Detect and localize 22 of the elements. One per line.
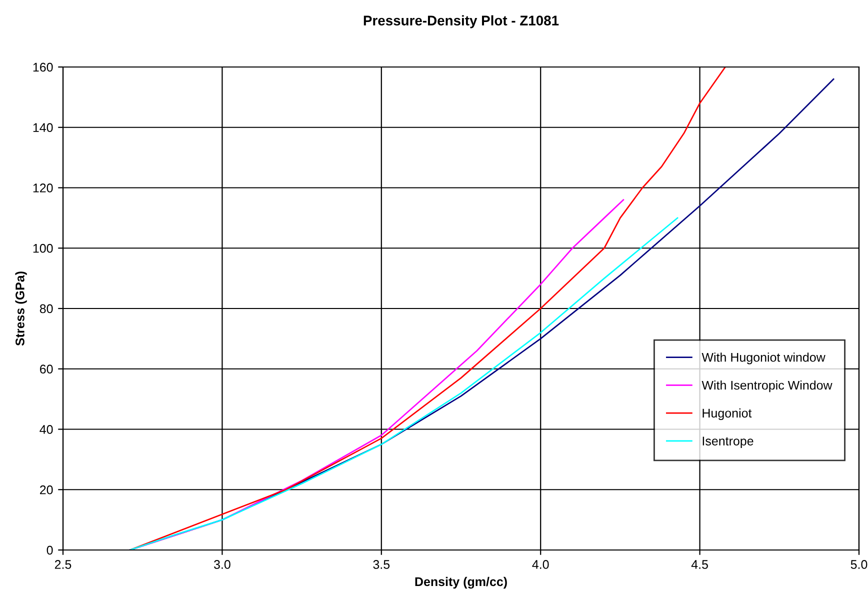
y-tick-label: 60: [40, 364, 53, 374]
chart-title: Pressure-Density Plot - Z1081: [364, 15, 559, 28]
legend-label: With Isentropic Window: [702, 380, 832, 392]
x-tick-label: 3.0: [214, 560, 230, 569]
y-tick-label: 40: [40, 425, 53, 434]
y-tick-label: 20: [40, 485, 53, 494]
y-tick-label: 0: [46, 546, 53, 555]
y-tick-label: 80: [40, 304, 53, 314]
y-axis-title: Stress (GPa): [15, 272, 27, 346]
x-tick-label: 3.5: [373, 560, 390, 569]
legend-label: With Hugoniot window: [702, 352, 826, 364]
legend-label: Isentrope: [702, 436, 754, 448]
x-tick-label: 4.0: [532, 560, 549, 569]
x-tick-label: 5.0: [850, 560, 868, 569]
y-tick-label: 160: [33, 62, 53, 72]
legend-label: Hugoniot: [702, 408, 752, 420]
x-tick-label: 4.5: [691, 560, 708, 569]
x-tick-label: 2.5: [54, 560, 72, 569]
y-tick-label: 100: [33, 244, 53, 253]
y-tick-label: 120: [33, 184, 53, 192]
y-tick-label: 140: [33, 123, 53, 132]
x-axis-title: Density (gm/cc): [415, 576, 507, 589]
